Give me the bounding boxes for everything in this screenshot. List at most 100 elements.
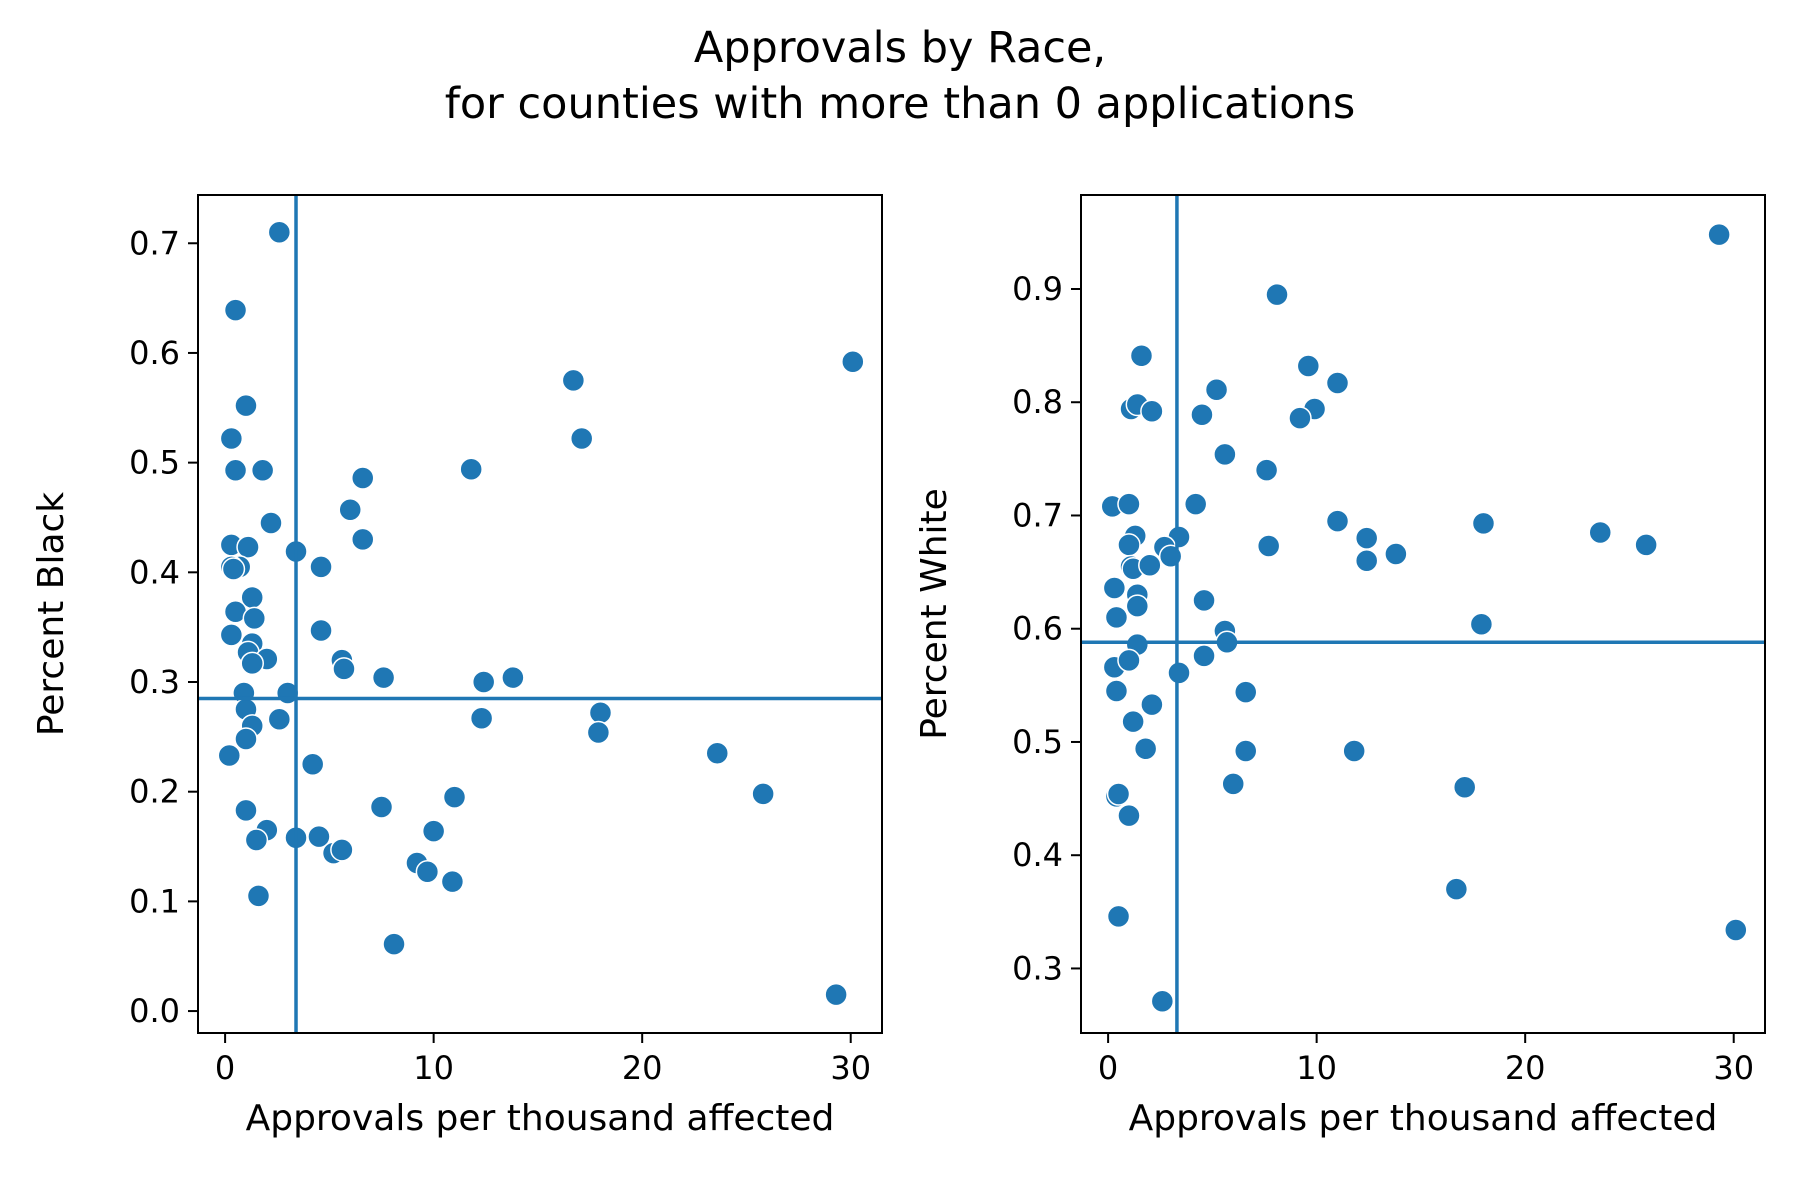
data-point	[588, 700, 613, 725]
data-point	[219, 623, 244, 647]
data-point	[1183, 492, 1208, 516]
data-point	[234, 798, 258, 823]
data-point	[1707, 222, 1731, 247]
data-point	[1125, 594, 1150, 618]
data-point	[300, 752, 325, 777]
data-point	[330, 838, 354, 862]
data-point	[1117, 533, 1141, 557]
data-point	[1150, 989, 1175, 1014]
x-tick-label: 30	[830, 1049, 871, 1087]
data-point	[469, 706, 494, 730]
data-point	[309, 555, 333, 579]
data-point	[1213, 442, 1237, 467]
y-tick-label: 0.1	[129, 882, 180, 920]
data-point	[561, 368, 586, 393]
data-point	[338, 498, 362, 522]
y-tick-label: 0.2	[129, 773, 180, 811]
data-point	[382, 932, 406, 956]
data-point	[1254, 458, 1279, 482]
x-axis-label: Approvals per thousand affected	[1129, 1098, 1718, 1139]
plot-frame	[1080, 194, 1766, 1034]
data-point	[1354, 549, 1379, 573]
y-tick-label: 0.3	[129, 663, 180, 701]
data-point	[217, 743, 242, 768]
title-line-2: for counties with more than 0 applicatio…	[444, 79, 1356, 129]
y-tick-label: 0.8	[1012, 383, 1063, 421]
data-point	[371, 665, 396, 690]
x-tick-label: 20	[1505, 1049, 1546, 1087]
y-tick-label: 0.5	[129, 444, 180, 482]
data-point	[1104, 605, 1129, 630]
data-point	[1104, 679, 1129, 703]
data-point	[1724, 918, 1748, 942]
data-point	[1265, 282, 1289, 307]
data-point	[841, 349, 865, 374]
data-point	[1471, 511, 1496, 536]
data-point	[332, 657, 356, 681]
data-point	[1133, 737, 1158, 761]
x-tick-label: 0	[1098, 1049, 1118, 1087]
data-point	[1634, 533, 1658, 557]
data-point	[219, 426, 244, 451]
data-point	[1325, 371, 1350, 395]
y-tick-label: 0.5	[1012, 723, 1063, 761]
data-point	[259, 511, 283, 535]
data-point	[442, 785, 467, 809]
data-point	[250, 458, 275, 483]
data-point	[307, 824, 331, 849]
data-point	[369, 795, 394, 819]
data-point	[1233, 739, 1258, 763]
data-point	[1192, 644, 1216, 668]
data-point	[1204, 378, 1229, 402]
x-tick-label: 30	[1713, 1049, 1754, 1087]
y-tick-label: 0.7	[1012, 496, 1063, 534]
y-tick-label: 0.6	[129, 334, 180, 372]
data-point	[1140, 692, 1164, 717]
y-tick-label: 0.4	[1012, 836, 1063, 874]
data-point	[421, 819, 446, 843]
data-point	[350, 466, 375, 490]
data-point	[1192, 588, 1216, 613]
data-point	[1117, 492, 1141, 516]
data-point	[1167, 661, 1191, 685]
data-point	[267, 707, 292, 732]
data-point	[1452, 775, 1477, 800]
x-axis-label: Approvals per thousand affected	[246, 1098, 835, 1139]
data-point	[223, 298, 248, 322]
chart-title: Approvals by Race, for counties with mor…	[0, 20, 1800, 132]
data-point	[569, 426, 594, 451]
y-axis-label: Percent White	[914, 488, 955, 740]
data-point	[1588, 520, 1613, 545]
x-tick-label: 10	[1296, 1049, 1337, 1087]
plot-percent-black: 0 10 20 30 0.0 0.1 0.2 0.3 0.4 0.5 0.6 0.7 Approvals…	[31, 194, 883, 1139]
data-point	[1221, 772, 1245, 796]
data-point	[459, 457, 483, 481]
data-point	[1469, 612, 1494, 636]
data-point	[267, 220, 292, 245]
data-point	[223, 458, 248, 483]
data-point	[350, 527, 375, 552]
data-point	[1190, 402, 1214, 427]
data-point	[1117, 648, 1141, 673]
data-point	[240, 651, 264, 676]
data-point	[1117, 803, 1141, 828]
data-point	[1140, 399, 1164, 424]
data-point	[309, 618, 333, 643]
data-point	[471, 670, 496, 694]
data-point	[1296, 354, 1321, 378]
data-point	[221, 557, 246, 581]
data-point	[1233, 680, 1258, 704]
data-point	[234, 393, 258, 418]
data-point	[586, 720, 611, 745]
data-point	[242, 606, 267, 631]
data-point	[1325, 509, 1350, 533]
data-point	[1129, 344, 1154, 368]
data-point	[244, 828, 269, 852]
data-point	[1354, 526, 1379, 550]
data-point	[440, 869, 465, 894]
data-point	[1106, 904, 1131, 929]
data-point	[234, 727, 258, 751]
plot-frame	[197, 194, 883, 1034]
data-point	[1444, 877, 1469, 901]
